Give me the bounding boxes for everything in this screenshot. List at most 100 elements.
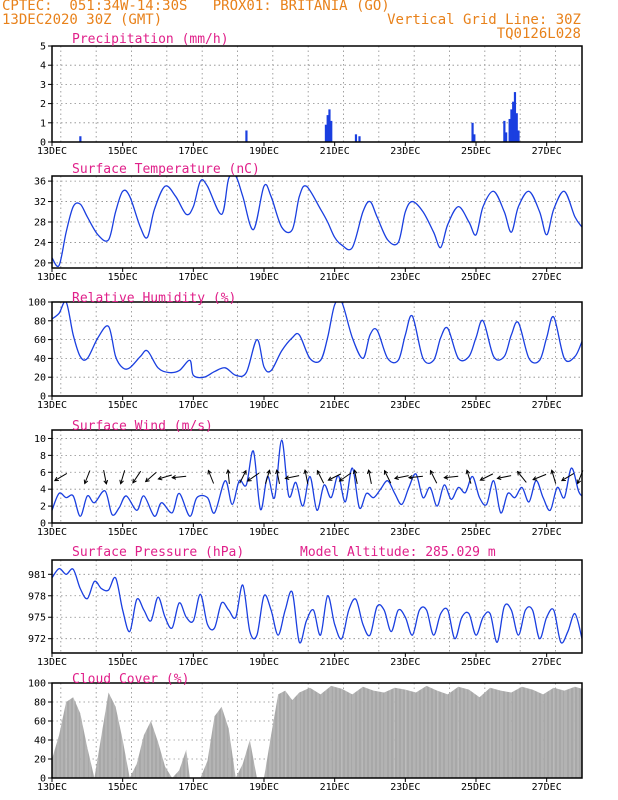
cloud-area-segment — [521, 686, 533, 778]
x-tick-label: 25DEC — [461, 400, 491, 411]
x-tick-label: 17DEC — [178, 657, 208, 668]
y-tick-label: 0 — [40, 774, 46, 785]
cloud-area-segment — [394, 687, 406, 778]
x-tick-label: 27DEC — [532, 782, 562, 793]
precip-bar — [471, 122, 474, 142]
wind-arrow — [316, 469, 325, 484]
wind-arrow — [560, 472, 575, 482]
cloud-area-segment — [415, 685, 427, 778]
cloud-area-segment — [426, 685, 438, 778]
cloud-area-segment — [285, 690, 293, 778]
y-tick-label: 60 — [34, 717, 46, 728]
wind-arrow — [171, 475, 187, 480]
cloud-area-segment — [235, 763, 243, 778]
cloud-area-segment — [172, 770, 180, 778]
cloud-area-segment — [532, 689, 544, 778]
y-tick-label: 60 — [34, 335, 46, 346]
wind-arrow — [275, 469, 280, 484]
x-tick-label: 13DEC — [37, 272, 67, 283]
cloud-area-segment — [362, 686, 374, 778]
wind-arrow — [144, 472, 157, 483]
x-tick-label: 21DEC — [320, 272, 350, 283]
x-tick-label: 23DEC — [390, 657, 420, 668]
y-tick-label: 2 — [40, 99, 46, 110]
cloud-area-segment — [309, 687, 321, 778]
cloud-area-segment — [158, 741, 166, 778]
precip-bar — [510, 109, 513, 142]
cloud-area-segment — [129, 763, 137, 778]
cloud-area-segment — [52, 735, 60, 778]
cloud-area-segment — [500, 690, 512, 778]
panel-3: 0 20 40 60 80 100 13DEC 15DEC 17DEC 19DEC 21DEC 23D… — [28, 291, 583, 411]
x-tick-label: 23DEC — [390, 146, 420, 157]
x-tick-label: 27DEC — [532, 657, 562, 668]
model-altitude-label: Model Altitude: 285.029 m — [300, 545, 496, 560]
cloud-area-segment — [228, 728, 236, 778]
cloud-area-segment — [115, 706, 123, 778]
wind-arrow — [407, 475, 423, 480]
y-tick-label: 40 — [34, 736, 46, 747]
precip-bar — [326, 115, 329, 142]
y-tick-label: 28 — [34, 218, 46, 229]
cloud-area-segment — [331, 685, 342, 778]
series-line — [52, 176, 582, 268]
cloud-area-segment — [352, 686, 363, 778]
x-tick-label: 13DEC — [37, 146, 67, 157]
cloud-area-segment — [108, 692, 116, 778]
precip-bar — [79, 136, 82, 142]
x-tick-label: 23DEC — [390, 527, 420, 538]
y-tick-label: 32 — [34, 197, 46, 208]
y-tick-label: 100 — [28, 679, 46, 690]
cloud-area-segment — [553, 687, 565, 778]
cloud-area-segment — [511, 686, 522, 778]
cloud-area-segment — [186, 749, 190, 778]
wind-arrow — [465, 469, 472, 484]
cloud-area-segment — [94, 735, 102, 778]
precip-bar — [508, 118, 511, 142]
cloud-area-segment — [543, 687, 554, 778]
wind-arrow — [479, 473, 494, 481]
precip-bar — [354, 134, 358, 142]
wind-arrow — [443, 475, 459, 480]
x-tick-label: 25DEC — [461, 782, 491, 793]
wind-arrow — [157, 474, 172, 481]
y-tick-label: 0 — [40, 519, 46, 530]
cloud-area-segment — [150, 721, 158, 778]
cloud-area-segment — [447, 686, 459, 778]
y-tick-label: 20 — [34, 755, 46, 766]
cloud-area-segment — [437, 690, 448, 778]
x-tick-label: 21DEC — [320, 400, 350, 411]
cloud-area-segment — [292, 692, 300, 778]
y-tick-label: 975 — [28, 613, 46, 624]
header-code: TQ0126L028 — [496, 26, 581, 42]
header-grid-note: Vertical Grid Line: 30Z — [387, 12, 581, 28]
panel-frame — [51, 429, 583, 524]
wind-arrow — [327, 473, 342, 481]
x-tick-label: 27DEC — [532, 272, 562, 283]
x-tick-label: 15DEC — [108, 657, 138, 668]
cloud-area-segment — [373, 690, 385, 778]
cloud-area-segment — [271, 694, 279, 778]
cloud-area-segment — [490, 687, 501, 778]
cloud-area-segment — [143, 721, 151, 778]
y-tick-label: 972 — [28, 634, 46, 645]
x-tick-label: 19DEC — [249, 782, 279, 793]
precip-bar — [330, 120, 333, 142]
x-tick-label: 15DEC — [108, 400, 138, 411]
cloud-area-segment — [214, 706, 222, 778]
y-tick-label: 8 — [40, 451, 46, 462]
panel-title: Cloud Cover (%) — [72, 672, 189, 687]
y-tick-label: 20 — [34, 258, 46, 269]
precip-bar — [473, 134, 476, 142]
panel-title: Precipitation (mm/h) — [72, 32, 229, 47]
x-tick-label: 23DEC — [390, 782, 420, 793]
x-tick-label: 19DEC — [249, 400, 279, 411]
y-tick-label: 0 — [40, 138, 46, 149]
wind-arrow — [496, 475, 512, 481]
x-tick-label: 13DEC — [37, 782, 67, 793]
wind-arrow — [119, 470, 126, 485]
cloud-area-segment — [200, 760, 208, 778]
wind-arrow — [284, 475, 300, 481]
x-tick-label: 19DEC — [249, 657, 279, 668]
